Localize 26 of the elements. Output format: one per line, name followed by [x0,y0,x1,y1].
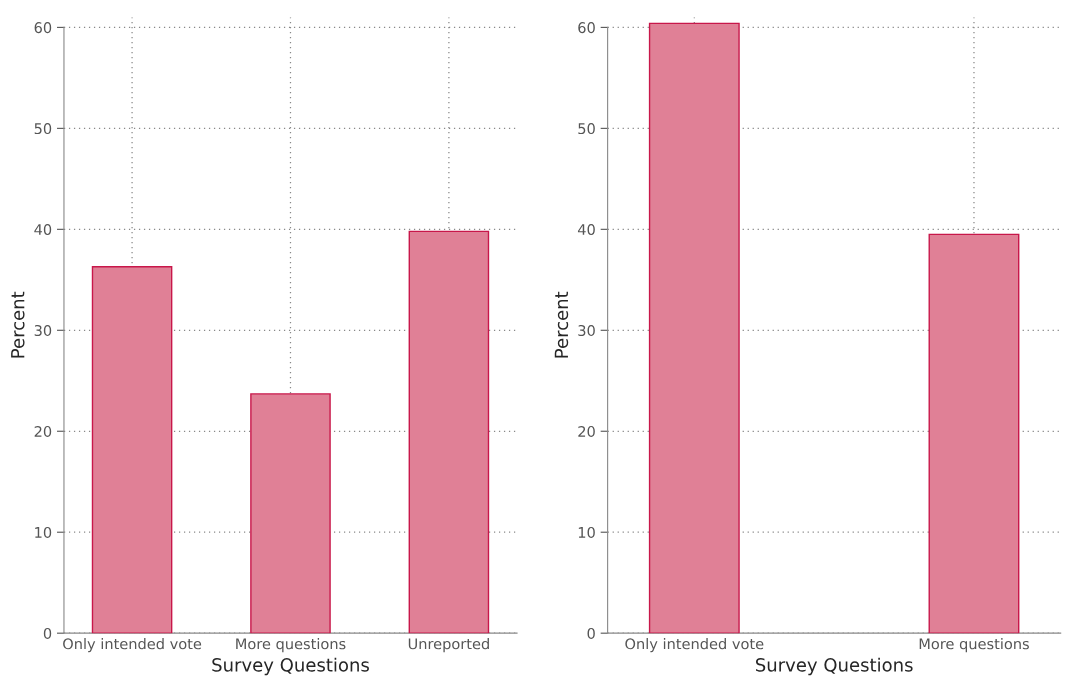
bar [408,230,490,634]
y-tick-label: 50 [34,123,52,135]
y-tick-label: 60 [34,22,52,34]
y-tick-label: 40 [577,224,595,236]
x-tick-label: More questions [236,638,346,653]
y-tick-label: 60 [578,22,595,34]
y-tick-label: 0 [43,627,52,639]
x-tick-label: Only intended vote [63,638,202,653]
y-tick-label: 50 [578,123,595,135]
y-tick-label: 30 [578,325,595,337]
y-axis-title: Percent [11,291,25,358]
bar [250,393,331,634]
y-tick-label: 10 [578,526,595,538]
y-tick-label: 0 [587,627,595,639]
y-tick-label: 10 [35,526,52,538]
y-tick-label: 30 [34,325,52,337]
y-axis-title: Percent [554,291,569,358]
x-tick-label: Only intended vote [625,638,764,653]
x-tick-label: More questions [919,638,1029,653]
bar [91,265,173,634]
y-tick-label: 40 [34,224,52,236]
x-tick-label: Unreported [408,638,489,653]
y-tick-label: 20 [34,425,52,437]
y-tick-label: 20 [578,425,595,437]
x-axis-title: Survey Questions [212,657,369,676]
x-axis-title: Survey Questions [755,657,913,676]
